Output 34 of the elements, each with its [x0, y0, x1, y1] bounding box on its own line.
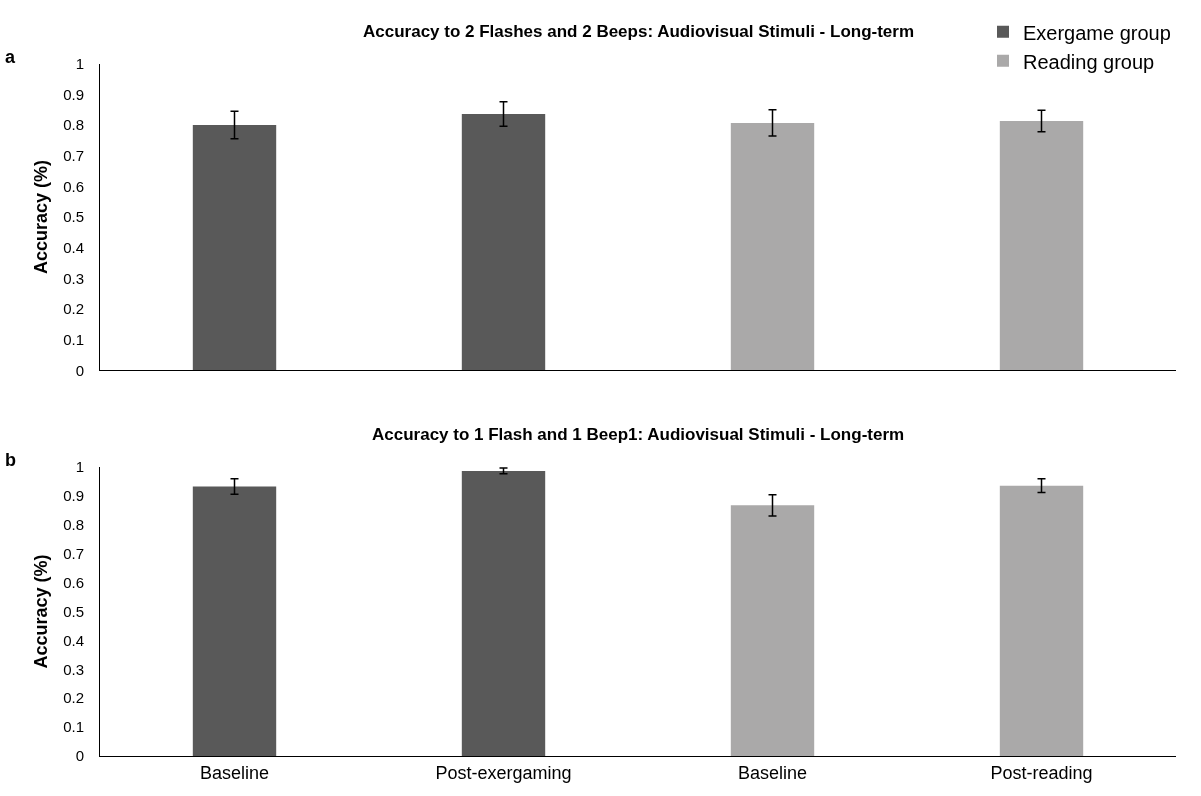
- legend-label: Reading group: [1023, 50, 1155, 73]
- y-tick-label: 0.8: [63, 515, 84, 533]
- chart-title: Accuracy to 1 Flash and 1 Beep1: Audiovisual Stimuli - Long-term: [372, 425, 905, 444]
- y-tick-label: 0.6: [63, 177, 84, 195]
- y-axis-title: Accuracy (%): [31, 160, 52, 275]
- y-tick-label: 0.1: [63, 330, 84, 348]
- y-tick-label: 0.3: [63, 269, 84, 287]
- chart-title: Accuracy to 2 Flashes and 2 Beeps: Audiovisual Stimuli - Long-term: [363, 22, 915, 41]
- text: b: [5, 450, 16, 470]
- y-tick-label: 0: [75, 747, 84, 765]
- y-tick-label: 0.4: [63, 238, 84, 256]
- x-tick-label: Baseline: [737, 762, 808, 783]
- y-tick-label: 0.7: [63, 146, 84, 164]
- text: a: [5, 47, 16, 67]
- y-tick-label: 1: [75, 55, 84, 73]
- x-tick-label: Post-reading: [990, 762, 1093, 783]
- y-tick-label: 0.9: [63, 487, 84, 505]
- legend-label: Exergame group: [1023, 21, 1171, 44]
- y-tick-label: 0.5: [63, 602, 84, 620]
- y-tick-label: 1: [75, 458, 84, 476]
- y-tick-label: 0.5: [63, 208, 84, 226]
- y-tick-label: 0.9: [63, 85, 84, 103]
- y-tick-label: 0.7: [63, 544, 84, 562]
- y-tick-label: 0.6: [63, 573, 84, 591]
- y-tick-label: 0.2: [63, 300, 84, 318]
- x-tick-label: Baseline: [199, 762, 270, 783]
- y-tick-label: 0.8: [63, 116, 84, 134]
- y-tick-label: 0.2: [63, 689, 84, 707]
- x-tick-label: Post-exergaming: [435, 762, 572, 783]
- y-tick-label: 0.3: [63, 660, 84, 678]
- y-tick-label: 0.4: [63, 631, 84, 649]
- y-axis-title: Accuracy (%): [31, 554, 52, 669]
- y-tick-label: 0.1: [63, 718, 84, 736]
- y-tick-label: 0: [75, 361, 84, 379]
